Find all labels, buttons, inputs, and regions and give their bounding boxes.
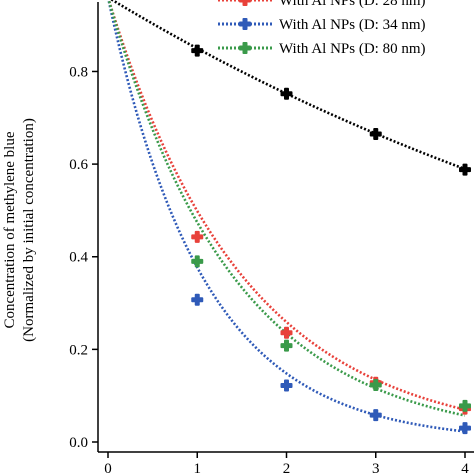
data-point-series-0 <box>191 44 204 57</box>
fit-curve-series-1 <box>107 0 466 411</box>
legend-label: With Al NPs (D: 28 nm) <box>279 0 425 9</box>
data-point-series-3 <box>280 339 293 352</box>
legend-marker <box>239 42 251 54</box>
legend-label: With Al NPs (D: 80 nm) <box>279 41 425 57</box>
data-point-series-1 <box>191 230 204 243</box>
fit-curve-series-0 <box>109 0 466 171</box>
x-tick-label: 2 <box>283 461 291 474</box>
data-point-series-2 <box>280 379 293 392</box>
fit-curve-series-2 <box>107 0 466 433</box>
legend-marker <box>239 18 251 30</box>
y-tick-label: 0.8 <box>69 64 88 80</box>
data-point-series-3 <box>191 255 204 268</box>
data-point-series-2 <box>459 422 471 435</box>
y-tick-label: 0.2 <box>69 342 88 358</box>
fit-curve-series-3 <box>107 0 466 417</box>
x-tick-label: 4 <box>461 461 469 474</box>
y-axis-title-sub: (Normalized by initial concentration) <box>21 118 37 342</box>
y-tick-label: 0.0 <box>69 435 88 451</box>
legend-label: With Al NPs (D: 34 nm) <box>279 17 425 33</box>
y-tick-label: 0.4 <box>69 250 88 266</box>
data-point-series-3 <box>459 399 471 412</box>
x-tick-label: 0 <box>104 461 112 474</box>
x-tick-label: 3 <box>372 461 380 474</box>
y-axis-title-main: Concentration of methylene blue <box>2 131 18 328</box>
fit-curves <box>107 0 466 433</box>
y-axis-title: Concentration of methylene blue (Normali… <box>2 118 37 342</box>
legend-marker <box>239 0 251 6</box>
data-points <box>191 44 471 435</box>
data-point-series-1 <box>280 326 293 339</box>
data-point-series-3 <box>369 379 382 392</box>
legend: With Al NPs (D: 28 nm) With Al NPs (D: 34… <box>218 0 425 57</box>
axis-ticks: 0.0 0.2 0.4 0.6 0.8 0 1 2 3 4 <box>69 64 469 474</box>
data-point-series-2 <box>191 293 204 306</box>
x-tick-label: 1 <box>194 461 202 474</box>
data-point-series-0 <box>369 128 382 140</box>
y-tick-label: 0.6 <box>69 157 88 173</box>
data-point-series-0 <box>280 87 293 100</box>
data-point-series-0 <box>459 163 471 176</box>
data-point-series-2 <box>369 409 382 422</box>
